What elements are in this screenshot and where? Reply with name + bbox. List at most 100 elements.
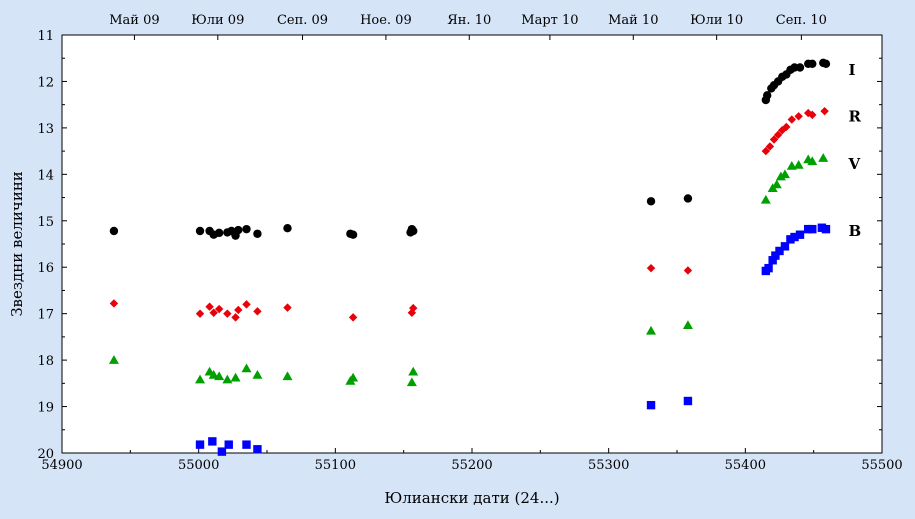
data-point-v [406,377,417,387]
data-point-r [794,112,803,121]
series-label-i: I [849,61,856,79]
data-point-r [209,308,218,317]
data-point-r [765,142,775,151]
top-month-label: Юли 10 [690,13,743,28]
data-point-v [408,366,419,376]
y-tick-label: 18 [37,354,54,369]
plot-area [61,34,883,454]
x-tick-label: 55000 [178,458,219,473]
data-point-v [348,372,359,382]
y-tick-label: 20 [37,447,54,462]
series-label-r: R [849,107,862,125]
data-point-r [769,135,779,144]
data-point-v [775,171,786,181]
data-point-r [808,110,817,120]
data-point-v [760,194,771,204]
data-point-v [241,363,252,373]
data-point-v [807,156,818,166]
data-point-r [283,303,292,312]
data-point-i [795,63,805,72]
data-point-r [646,263,656,273]
data-point-r [253,307,262,316]
data-point-r [804,108,813,118]
data-point-i [821,59,831,68]
data-point-r [778,126,787,135]
data-point-b [208,437,217,446]
data-point-v [252,369,263,379]
data-point-r [223,309,232,318]
x-tick-label: 55500 [861,458,902,473]
top-month-label: Сеп. 10 [776,13,827,28]
data-point-i [283,224,292,233]
series-label-v: V [848,155,861,173]
data-point-i [253,229,262,238]
x-tick-label: 55200 [451,458,492,473]
top-month-label: Ян. 10 [447,13,491,28]
data-point-r [761,146,771,156]
data-point-b [646,400,656,410]
data-point-b [780,242,790,251]
data-point-b [224,440,233,449]
data-point-b [771,251,780,260]
data-point-v [230,372,241,382]
data-point-r [234,305,243,315]
top-month-label: Май 10 [608,13,658,28]
data-point-i [763,91,772,100]
x-tick-label: 55400 [725,458,766,473]
data-point-r [409,303,418,313]
data-point-b [253,445,262,454]
data-point-b [795,230,805,239]
y-axis-title: Звездни величини [8,171,26,317]
y-tick-label: 15 [37,215,54,230]
data-point-i [234,225,243,235]
data-point-b [768,256,777,265]
data-point-v [282,371,293,381]
data-point-b [808,224,817,234]
data-point-r [231,313,240,322]
data-point-i [683,194,693,203]
data-point-b [790,232,799,242]
data-point-r [683,266,693,275]
data-point-b [764,263,773,273]
data-point-i [242,224,251,234]
top-month-label: Юли 09 [191,13,244,28]
data-point-i [646,197,656,206]
x-tick-label: 55100 [315,458,356,473]
data-point-v [786,160,797,170]
data-point-v [818,153,829,162]
data-point-r [205,302,214,311]
y-tick-label: 17 [37,308,54,323]
data-point-r [109,299,119,308]
data-point-v [646,325,657,335]
data-point-i [808,59,817,68]
top-month-label: Сеп. 09 [277,13,328,28]
data-point-r [820,106,829,116]
series-label-b: B [849,222,862,240]
x-axis-title: Юлиански дати (24...) [384,489,559,507]
data-point-b [821,224,831,234]
data-point-b [195,440,205,449]
data-point-r [348,313,358,322]
y-tick-label: 16 [37,261,54,276]
y-tick-label: 19 [37,401,54,416]
data-point-r [782,122,791,132]
top-month-label: Ное. 09 [360,13,412,28]
data-point-v [771,179,782,189]
data-point-v [222,374,233,384]
data-point-v [214,371,225,381]
data-point-v [682,320,693,330]
y-tick-label: 12 [37,75,54,90]
data-point-r [242,300,251,309]
y-tick-label: 13 [37,122,54,137]
data-point-b [775,246,784,256]
top-month-label: Март 10 [521,13,578,28]
data-point-v [195,374,206,384]
x-tick-label: 54900 [41,458,82,473]
data-point-b [683,396,693,406]
x-tick-label: 55300 [588,458,629,473]
data-point-r [787,115,796,124]
data-point-b [217,447,227,456]
y-tick-label: 11 [37,29,54,44]
data-point-i [409,226,418,236]
